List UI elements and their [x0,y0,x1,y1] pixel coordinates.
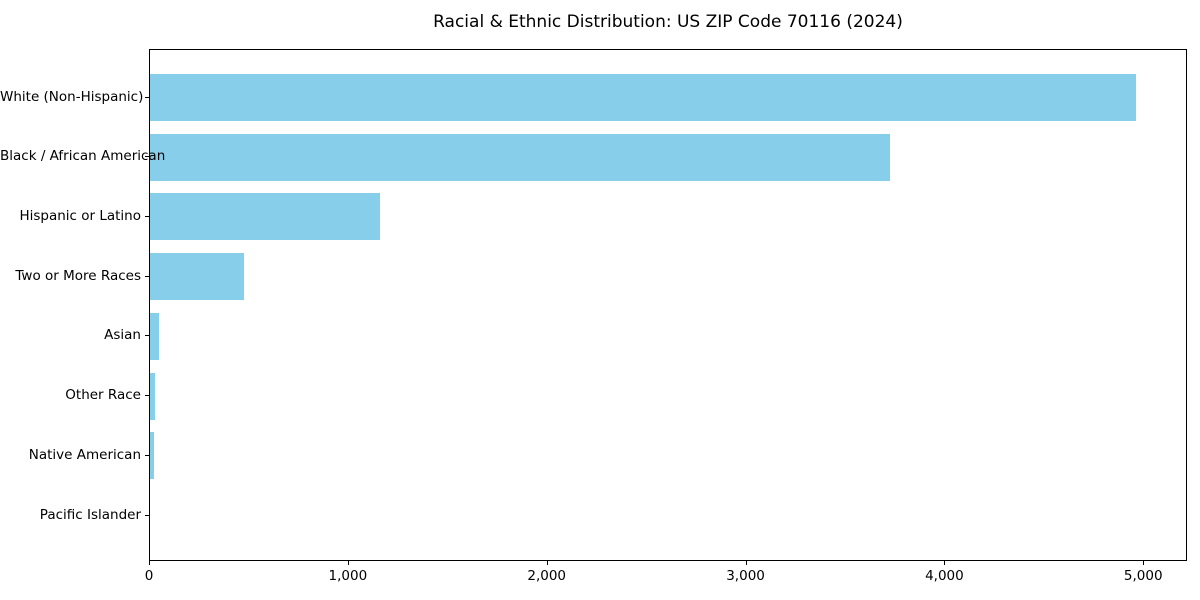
y-tick-label: Hispanic or Latino [19,207,141,224]
x-tick-mark [745,561,747,565]
chart-title: Racial & Ethnic Distribution: US ZIP Cod… [433,12,903,32]
bar-two-or-more-races [150,253,245,301]
bar-black-african-american [150,133,890,181]
bar-white-non-hispanic [150,74,1137,121]
y-tick-label: White (Non-Hispanic) [0,88,144,105]
y-tick-mark [145,395,149,397]
y-tick-mark [145,454,149,456]
y-tick-label: Native American [28,446,141,463]
y-tick-label: Other Race [65,387,141,404]
x-tick-label: 5,000 [1123,568,1163,584]
bar-other-race [150,372,155,420]
y-tick-label: Two or More Races [15,267,141,284]
x-tick-mark [347,561,349,565]
bar-native-american [150,432,154,480]
bar-asian [150,312,159,360]
y-tick-mark [145,156,149,158]
y-tick-label: Black / African American [0,148,166,165]
x-tick-mark [149,561,150,565]
x-tick-mark [944,561,946,565]
y-tick-label: Pacific Islander [39,506,141,523]
x-tick-label: 4,000 [925,568,964,584]
x-tick-label: 1,000 [328,568,368,584]
plot-area [149,49,1187,561]
x-tick-label: 3,000 [726,568,765,584]
y-tick-label: Asian [104,327,141,344]
y-tick-mark [145,215,149,217]
y-tick-mark [145,96,149,98]
y-tick-mark [145,335,149,337]
bar-hispanic-or-latino [150,193,380,241]
y-tick-mark [145,514,149,516]
x-tick-mark [1143,561,1145,565]
x-tick-mark [546,561,548,565]
x-tick-label: 0 [144,568,154,584]
y-tick-mark [145,275,149,277]
x-tick-label: 2,000 [527,568,567,584]
